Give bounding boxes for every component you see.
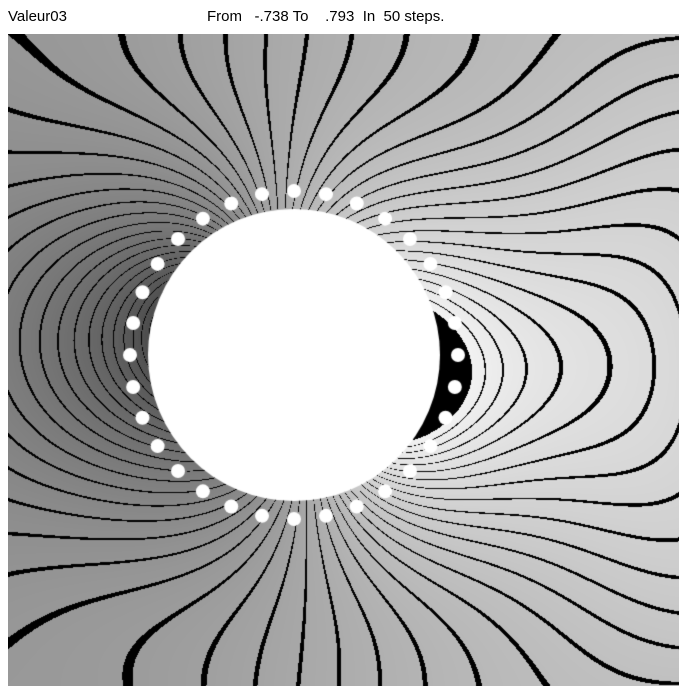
to-value: .793	[325, 8, 355, 25]
range-label: From -.738 To .793 In 50 steps.	[207, 8, 444, 25]
to-label: To	[292, 8, 309, 25]
from-label: From	[207, 8, 242, 25]
from-value: -.738	[254, 8, 289, 25]
steps-value: 50	[383, 8, 401, 25]
in-label: In	[362, 8, 376, 25]
variable-name: Valeur03	[8, 8, 67, 25]
plot-header: Valeur03 From -.738 To .793 In 50 steps.	[0, 0, 679, 34]
contour-plot	[8, 34, 679, 686]
steps-label: steps.	[404, 8, 445, 25]
